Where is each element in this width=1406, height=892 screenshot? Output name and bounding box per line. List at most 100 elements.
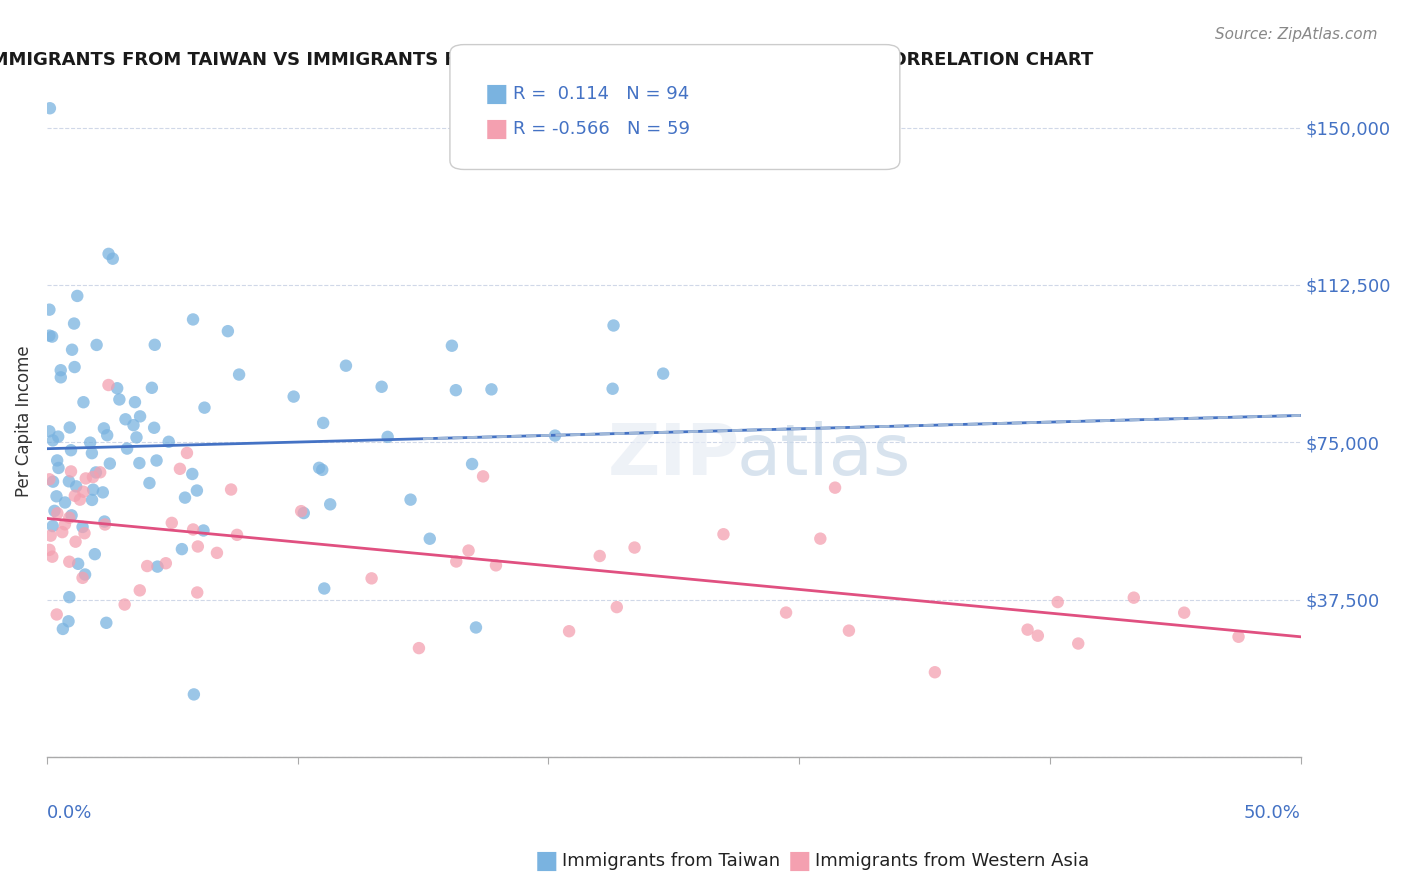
Point xyxy=(65,479,87,493)
Point xyxy=(472,469,495,483)
Point xyxy=(44,504,66,518)
Point xyxy=(94,517,117,532)
Point xyxy=(86,338,108,352)
Point xyxy=(46,429,69,443)
Point xyxy=(89,465,111,479)
Point xyxy=(1173,606,1195,620)
Point xyxy=(1046,595,1069,609)
Point xyxy=(377,430,399,444)
Point xyxy=(59,420,82,434)
Point xyxy=(186,585,208,599)
Point xyxy=(60,343,83,357)
Point xyxy=(80,446,103,460)
Point xyxy=(38,472,60,486)
Point xyxy=(186,483,208,498)
Point xyxy=(80,492,103,507)
Point xyxy=(457,543,479,558)
Point xyxy=(114,412,136,426)
Point xyxy=(114,598,136,612)
Point xyxy=(58,555,80,569)
Point xyxy=(444,383,467,397)
Point xyxy=(440,339,463,353)
Point xyxy=(1227,630,1250,644)
Point xyxy=(143,338,166,352)
Text: ■: ■ xyxy=(787,849,811,872)
Point xyxy=(181,523,204,537)
Point xyxy=(69,492,91,507)
Point xyxy=(53,517,76,532)
Text: ZIP: ZIP xyxy=(607,420,740,490)
Point xyxy=(38,328,60,343)
Text: 50.0%: 50.0% xyxy=(1244,805,1301,822)
Point xyxy=(311,463,333,477)
Point xyxy=(602,382,624,396)
Point xyxy=(143,421,166,435)
Point xyxy=(141,381,163,395)
Point xyxy=(93,515,115,529)
Point xyxy=(128,583,150,598)
Point xyxy=(52,622,75,636)
Text: ■: ■ xyxy=(485,118,509,141)
Point xyxy=(1067,636,1090,650)
Point xyxy=(319,497,342,511)
Point xyxy=(176,446,198,460)
Point xyxy=(53,495,76,509)
Point xyxy=(136,559,159,574)
Point xyxy=(72,484,94,499)
Point xyxy=(217,324,239,338)
Point xyxy=(170,542,193,557)
Point xyxy=(145,453,167,467)
Point xyxy=(219,483,242,497)
Point xyxy=(461,457,484,471)
Point xyxy=(125,430,148,444)
Y-axis label: Per Capita Income: Per Capita Income xyxy=(15,345,32,497)
Point xyxy=(924,665,946,680)
Point xyxy=(51,525,73,540)
Point xyxy=(1026,629,1049,643)
Point xyxy=(96,428,118,442)
Text: Immigrants from Taiwan: Immigrants from Taiwan xyxy=(562,852,780,870)
Point xyxy=(46,453,69,467)
Point xyxy=(360,571,382,585)
Point xyxy=(205,546,228,560)
Point xyxy=(370,380,392,394)
Point xyxy=(308,460,330,475)
Point xyxy=(41,329,63,343)
Point xyxy=(79,435,101,450)
Point xyxy=(446,554,468,568)
Point xyxy=(98,457,121,471)
Point xyxy=(49,370,72,384)
Point xyxy=(63,489,86,503)
Point xyxy=(48,461,70,475)
Point xyxy=(602,318,624,333)
Point xyxy=(59,443,82,458)
Point xyxy=(775,606,797,620)
Point xyxy=(193,401,215,415)
Point xyxy=(58,475,80,489)
Point xyxy=(652,367,675,381)
Point xyxy=(58,590,80,604)
Point xyxy=(1122,591,1144,605)
Point xyxy=(42,475,65,489)
Point xyxy=(312,416,335,430)
Point xyxy=(155,556,177,570)
Point xyxy=(67,557,90,571)
Point xyxy=(544,428,567,442)
Point xyxy=(193,524,215,538)
Point xyxy=(1017,623,1039,637)
Point xyxy=(335,359,357,373)
Point xyxy=(160,516,183,530)
Point xyxy=(169,462,191,476)
Point xyxy=(84,466,107,480)
Point xyxy=(290,504,312,518)
Text: R = -0.566   N = 59: R = -0.566 N = 59 xyxy=(513,120,690,138)
Point xyxy=(481,383,503,397)
Point xyxy=(38,424,60,438)
Point xyxy=(606,600,628,615)
Point xyxy=(108,392,131,407)
Point xyxy=(46,506,69,520)
Text: Immigrants from Western Asia: Immigrants from Western Asia xyxy=(815,852,1090,870)
Point xyxy=(45,489,67,503)
Point xyxy=(408,641,430,656)
Point xyxy=(824,481,846,495)
